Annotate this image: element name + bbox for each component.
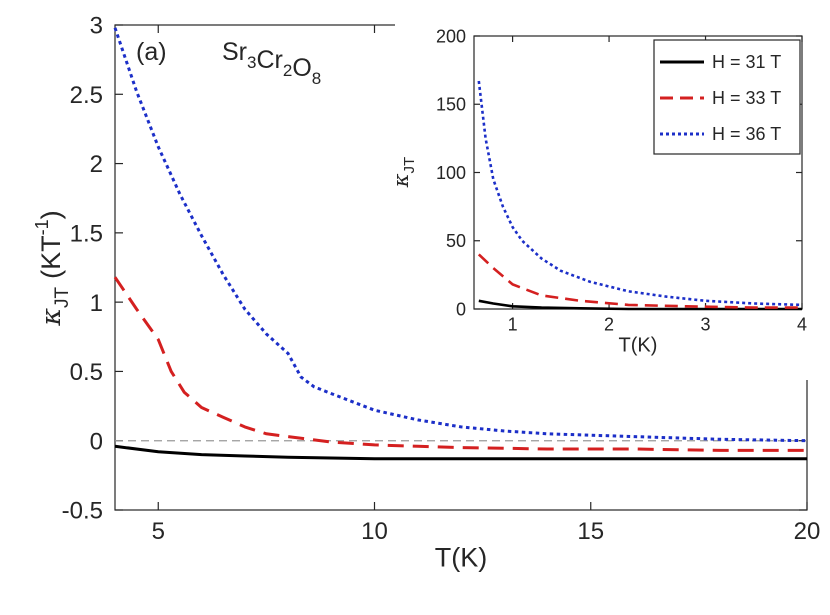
- main-y-tick-label: 3: [90, 13, 103, 40]
- inset-x-tick-label: 3: [701, 315, 711, 335]
- inset-x-tick-label: 4: [797, 315, 807, 335]
- main-series-line-solid: [114, 444, 807, 461]
- inset-series-line-dotted: [477, 80, 803, 307]
- main-plot: -0.500.511.522.535 10 15 20T(K)κJT(KT-1)(a)…: [32, 13, 820, 573]
- main-y-tick-label: 0.5: [70, 359, 103, 386]
- main-x-tick-label: 10: [361, 518, 388, 545]
- main-y-tick-label: -0.5: [62, 498, 103, 525]
- main-x-axis-label: T(K): [435, 542, 487, 572]
- main-series-line-dotted: [113, 27, 808, 443]
- main-y-tick-label: 2: [90, 151, 103, 178]
- legend-entry-label: H = 36 T: [712, 124, 781, 144]
- main-y-tick-label: 1.5: [70, 220, 103, 247]
- main-series-line-dashed: [113, 276, 807, 452]
- legend-entry-label: H = 31 T: [712, 52, 781, 72]
- inset-y-tick-label: 200: [436, 26, 466, 46]
- main-x-tick-label: 15: [577, 518, 604, 545]
- inset-y-tick-label: 50: [446, 231, 466, 251]
- inset-series-line-solid: [478, 299, 802, 311]
- main-y-tick-label: 1: [90, 290, 103, 317]
- legend-entry-label: H = 33 T: [712, 88, 781, 108]
- main-x-tick-label: 5: [152, 518, 165, 545]
- main-y-tick-label: 0: [90, 428, 103, 455]
- inset-series-line-dashed: [477, 253, 802, 309]
- inset-x-tick-label: 1: [508, 315, 518, 335]
- inset-plot: 0 50 100 150 200 1 2 3 4 T(K) κJT H = 31 T H = 33 T H…: [389, 20, 815, 380]
- main-y-axis-label: κJT(KT-1): [32, 210, 73, 326]
- inset-y-tick-label: 0: [456, 299, 466, 319]
- main-x-tick-label: 20: [794, 518, 821, 545]
- inset-y-axis-label: κJT: [389, 157, 418, 188]
- compound-formula-annotation: Sr3Cr2O8: [222, 38, 321, 88]
- main-y-tick-label: 2.5: [70, 82, 103, 109]
- inset-x-axis-label: T(K): [619, 334, 658, 356]
- panel-label: (a): [136, 38, 167, 66]
- inset-y-tick-label: 100: [436, 163, 466, 183]
- inset-y-tick-label: 150: [436, 95, 466, 115]
- inset-x-tick-label: 2: [604, 315, 614, 335]
